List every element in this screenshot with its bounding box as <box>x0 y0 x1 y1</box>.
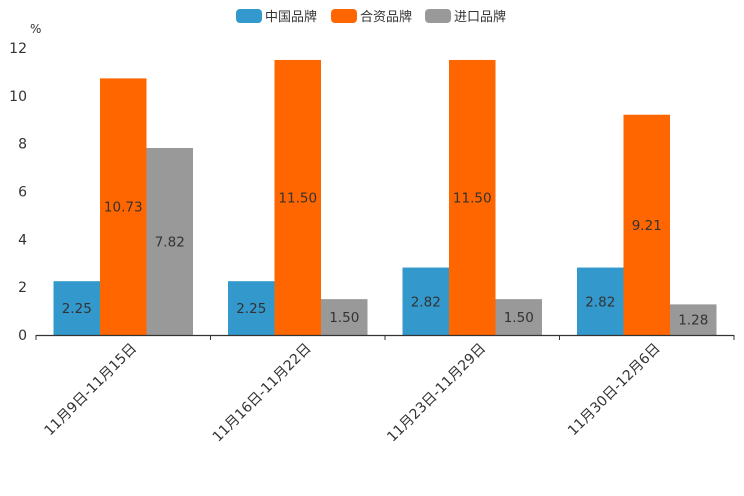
x-axis: 11月9日-11月15日 11月16日-11月22日 11月23日-11月29日 11… <box>35 334 735 446</box>
data-label: 1.28 <box>678 313 708 329</box>
bar-2-4[interactable] <box>623 114 671 335</box>
y-tick-label: 10 <box>9 89 27 105</box>
bar-1-3[interactable] <box>402 267 450 335</box>
y-axis-unit-label: % <box>30 22 41 36</box>
data-label: 10.73 <box>104 200 143 216</box>
y-tick-label: 4 <box>18 232 27 248</box>
y-tick-label: 2 <box>18 280 27 296</box>
bar-3-1[interactable] <box>146 147 194 335</box>
data-label: 9.21 <box>632 218 662 234</box>
bar-2-3[interactable] <box>449 59 496 335</box>
bar-2-1[interactable] <box>100 78 147 335</box>
bar-1-4[interactable] <box>577 267 624 335</box>
x-category-label: 11月16日-11月22日 <box>210 341 315 446</box>
legend: 中国品牌 合资品牌 进口品牌 <box>236 9 506 25</box>
data-label: 2.82 <box>585 294 615 310</box>
legend-label: 进口品牌 <box>454 9 506 25</box>
legend-label: 中国品牌 <box>265 9 317 25</box>
y-tick-label: 0 <box>18 328 27 344</box>
legend-swatch <box>236 9 262 23</box>
bar-3-3[interactable] <box>495 299 543 335</box>
y-tick-label: 8 <box>18 137 27 153</box>
data-label: 7.82 <box>155 234 185 250</box>
y-tick-label: 6 <box>18 185 27 201</box>
bar-3-2[interactable] <box>321 299 368 335</box>
y-tick-label: 12 <box>9 41 27 57</box>
legend-label: 合资品牌 <box>360 9 412 25</box>
bars: 2.25 10.73 7.82 2.25 11.50 1.50 2.82 11.50 1.50 2… <box>53 59 717 335</box>
bar-1-1[interactable] <box>53 281 101 335</box>
bar-2-2[interactable] <box>274 59 322 335</box>
y-axis: 0 2 4 6 8 10 12 <box>9 41 27 344</box>
data-label: 1.50 <box>504 310 534 326</box>
data-label: 11.50 <box>278 190 317 206</box>
legend-swatch <box>425 9 451 23</box>
x-category-label: 11月23日-11月29日 <box>384 341 489 446</box>
data-label: 1.50 <box>329 310 359 326</box>
data-label: 2.25 <box>236 301 266 317</box>
data-label: 11.50 <box>453 190 492 206</box>
bar-1-2[interactable] <box>228 281 275 335</box>
legend-swatch <box>331 9 357 23</box>
data-label: 2.82 <box>411 294 441 310</box>
bar-3-4[interactable] <box>670 304 717 335</box>
data-label: 2.25 <box>62 301 92 317</box>
x-category-label: 11月30日-12月6日 <box>565 341 664 440</box>
x-category-label: 11月9日-11月15日 <box>42 341 141 440</box>
